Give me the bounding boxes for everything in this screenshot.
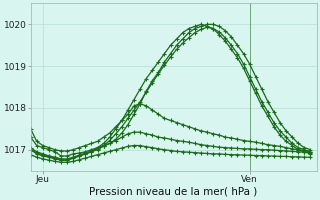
X-axis label: Pression niveau de la mer( hPa ): Pression niveau de la mer( hPa ): [90, 187, 258, 197]
